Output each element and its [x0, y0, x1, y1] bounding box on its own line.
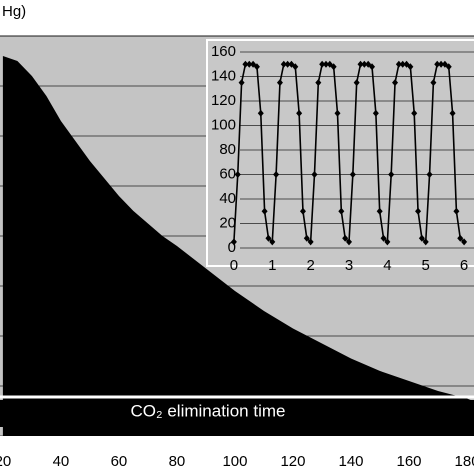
- y-tick-label: 0: [228, 239, 236, 256]
- annotation: CO₂ elimination time: [131, 401, 286, 420]
- marker: [453, 207, 460, 215]
- marker: [422, 238, 429, 246]
- inset-background: [206, 39, 474, 267]
- marker: [342, 234, 349, 242]
- x-tick-label: 4: [383, 257, 391, 274]
- marker: [334, 109, 341, 117]
- area: [2, 56, 474, 436]
- marker: [280, 60, 287, 68]
- marker: [445, 63, 452, 71]
- marker: [269, 238, 276, 246]
- marker: [319, 60, 326, 68]
- x-tick-label: 80: [169, 453, 186, 470]
- marker: [415, 207, 422, 215]
- y-tick-label: 140: [211, 67, 236, 84]
- marker: [407, 63, 414, 71]
- x-tick-label: 140: [338, 453, 363, 470]
- marker: [430, 79, 437, 87]
- x-tick-label: 160: [397, 453, 422, 470]
- marker: [346, 238, 352, 246]
- x-tick-label: 3: [345, 257, 353, 274]
- marker: [353, 79, 360, 87]
- marker: [349, 171, 356, 178]
- marker: [392, 79, 399, 87]
- marker: [411, 109, 418, 117]
- marker: [384, 238, 391, 246]
- marker: [292, 63, 299, 71]
- marker: [434, 60, 441, 68]
- marker: [380, 234, 387, 242]
- x-tick-label: 0: [230, 257, 238, 274]
- y-tick-label: 160: [211, 43, 236, 60]
- y-tick-label: 100: [211, 116, 236, 133]
- marker: [461, 238, 468, 246]
- y-tick-label: 20: [219, 214, 236, 231]
- y-tick-label: 120: [211, 92, 236, 109]
- marker: [369, 63, 376, 71]
- x-tick-label: 1: [268, 257, 276, 274]
- marker: [357, 60, 364, 68]
- x-tick-label: 5: [422, 257, 430, 274]
- marker: [261, 207, 268, 215]
- marker: [265, 234, 272, 242]
- marker: [457, 234, 464, 242]
- marker: [361, 60, 368, 68]
- annotation-band: [0, 400, 474, 427]
- x-tick-label: 40: [53, 453, 70, 470]
- x-tick-label: 180: [455, 453, 474, 470]
- marker: [299, 207, 306, 215]
- marker: [376, 207, 383, 215]
- marker: [238, 79, 245, 87]
- x-tick-label: 2: [306, 257, 314, 274]
- x-tick-label: 120: [280, 453, 305, 470]
- marker: [242, 60, 249, 68]
- marker: [257, 109, 264, 117]
- x-tick-label: 6: [460, 257, 468, 274]
- marker: [273, 171, 280, 178]
- marker: [322, 60, 329, 68]
- y-tick-label: 60: [219, 165, 236, 182]
- marker: [296, 109, 303, 117]
- marker: [338, 207, 345, 215]
- x-tick-label: 100: [222, 453, 247, 470]
- marker: [426, 171, 433, 178]
- marker: [230, 238, 237, 246]
- marker: [246, 60, 253, 68]
- marker: [395, 60, 402, 68]
- marker: [418, 234, 425, 242]
- marker: [307, 238, 314, 246]
- marker: [253, 63, 260, 71]
- y-axis-label: Hg): [2, 3, 26, 20]
- marker: [438, 60, 445, 68]
- marker: [311, 171, 318, 178]
- y-tick-label: 40: [219, 190, 236, 207]
- marker: [234, 171, 241, 178]
- marker: [330, 63, 337, 71]
- marker: [399, 60, 406, 68]
- marker: [276, 79, 283, 87]
- marker: [315, 79, 322, 87]
- marker: [284, 60, 291, 68]
- marker: [303, 234, 310, 242]
- marker: [388, 171, 395, 178]
- x-tick-label: 20: [0, 453, 11, 470]
- x-tick-label: 60: [111, 453, 128, 470]
- marker: [449, 109, 456, 117]
- y-tick-label: 80: [219, 141, 236, 158]
- marker: [372, 109, 379, 117]
